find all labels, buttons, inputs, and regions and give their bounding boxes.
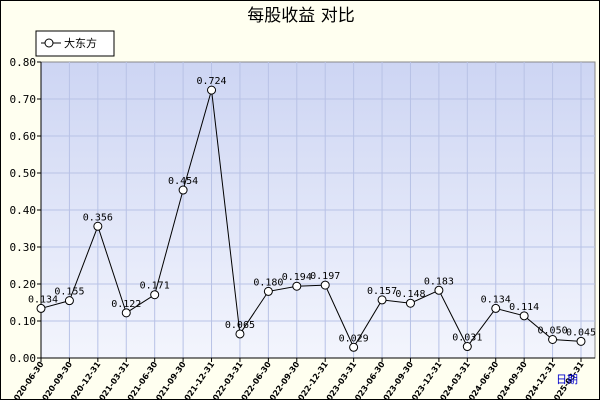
data-point [576,336,586,346]
data-point [36,303,46,313]
data-label: 0.356 [83,212,113,223]
data-label: 0.171 [140,281,170,292]
data-point [121,308,131,318]
y-tick-label: 0.50 [10,167,37,180]
data-label: 0.134 [28,294,58,305]
data-label: 0.134 [481,294,511,305]
data-point [519,311,529,321]
data-point [491,303,501,313]
data-point [405,298,415,308]
data-point [207,85,217,95]
chart-title: 每股收益 对比 [247,6,354,26]
y-tick-label: 0.40 [10,204,37,217]
y-tick-label: 0.80 [10,56,37,69]
data-label: 0.122 [111,299,141,310]
data-label: 0.050 [538,326,568,337]
data-label: 0.148 [395,289,425,300]
data-label: 0.065 [225,320,255,331]
data-point [462,342,472,352]
data-label: 0.157 [367,286,397,297]
series-line [40,89,582,349]
data-label: 0.045 [566,327,596,338]
series-dadongfang: 0.1340.1550.3560.1220.1710.4540.7240.065… [28,76,596,352]
data-point [93,221,103,231]
data-label: 0.724 [196,76,226,87]
data-point [64,296,74,306]
y-tick-label: 0.70 [10,93,37,106]
data-point [292,281,302,291]
legend-entry: 大东方 [64,36,97,50]
data-point [434,285,444,295]
x-axis-label: 日期 [556,373,578,386]
y-tick-label: 0.10 [10,315,37,328]
legend: 大东方 [35,30,115,57]
x-tick-label: 2020-06-30 [9,360,46,399]
data-label: 0.454 [168,176,198,187]
data-label: 0.183 [424,276,454,287]
data-label: 0.194 [282,272,312,283]
data-point [235,329,245,339]
legend-marker-swatch [44,38,54,48]
data-point [548,335,558,344]
data-point [320,280,330,290]
data-label: 0.155 [54,287,84,298]
y-tick-label: 0.20 [10,278,37,291]
y-tick-label: 0.60 [10,130,37,143]
data-label: 0.031 [452,333,482,344]
data-point [349,342,359,352]
data-point [263,286,273,296]
data-point [178,185,188,195]
data-label: 0.029 [339,333,369,344]
data-point [150,290,160,300]
y-tick-label: 0.30 [10,241,37,254]
data-label: 0.114 [509,302,539,313]
data-label: 0.180 [253,277,283,288]
data-point [377,295,387,305]
y-tick-label: 0.00 [10,352,37,365]
grid-lines [41,62,595,358]
data-label: 0.197 [310,271,340,282]
